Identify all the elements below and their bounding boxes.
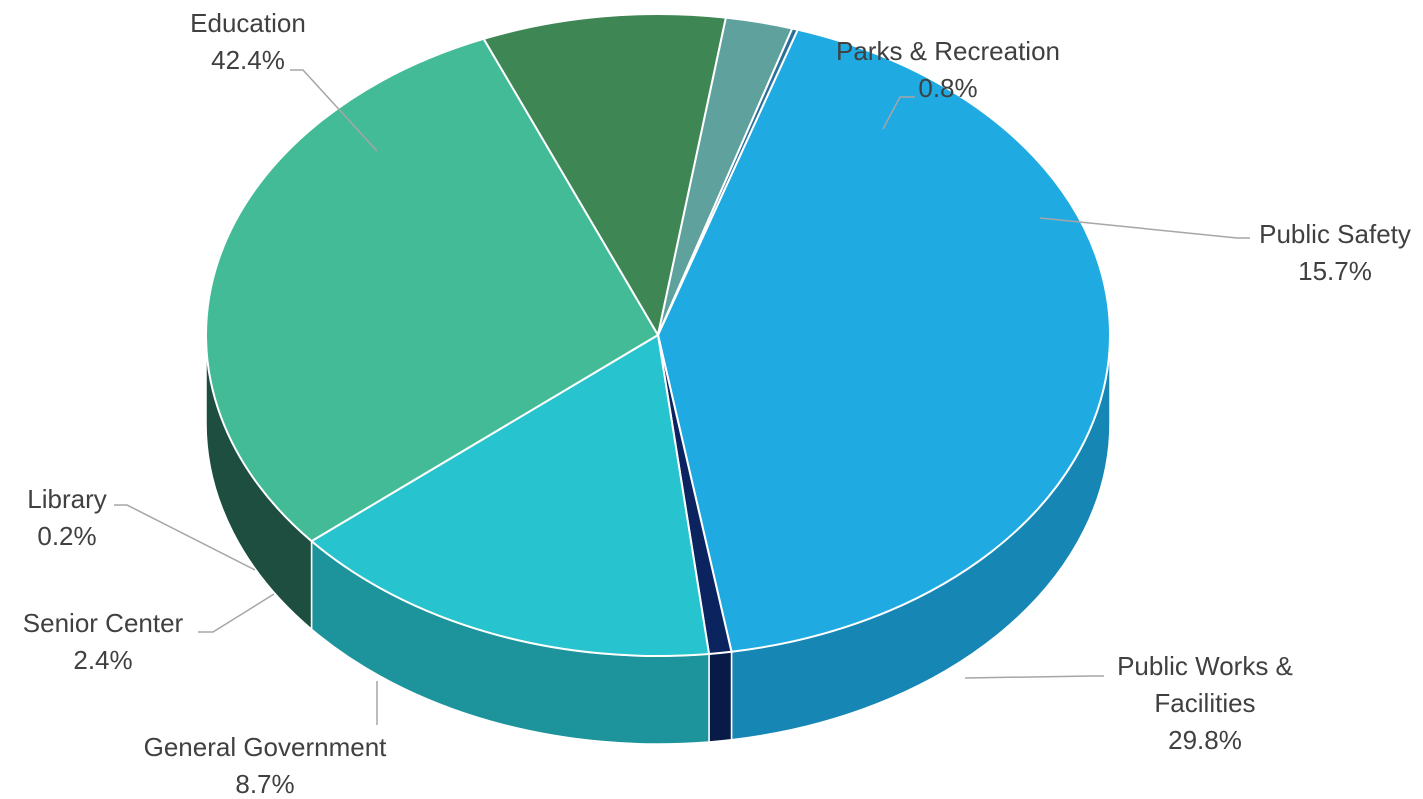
data-label-public-works-and-facilities: Public Works & Facilities 29.8% [1117, 651, 1293, 755]
data-label-value: 8.7% [235, 769, 294, 799]
data-label-category: Education [190, 8, 306, 38]
data-label-public-safety: Public Safety 15.7% [1259, 219, 1411, 286]
leader-line-public-safety [1039, 217, 1250, 239]
data-label-category: Facilities [1154, 688, 1255, 718]
slice-public-safety [310, 334, 711, 657]
pie-slices [205, 13, 1111, 657]
slice-education [657, 28, 1111, 653]
slice-general-government [482, 13, 727, 336]
slice-library [657, 27, 799, 336]
data-label-category: Public Safety [1259, 219, 1411, 249]
data-label-category: Senior Center [23, 608, 184, 638]
leader-line-education [290, 69, 378, 152]
leader-line-parks-and-recreation [882, 96, 915, 130]
data-labels: Education 42.4% Parks & Recreation 0.8% Publ… [23, 8, 1411, 799]
data-label-category: Parks & Recreation [836, 36, 1060, 66]
leader-lines [114, 69, 1250, 725]
data-label-value: 0.8% [918, 73, 977, 103]
data-label-value: 2.4% [73, 645, 132, 675]
data-label-category: Public Works & [1117, 651, 1293, 681]
data-label-value: 42.4% [211, 45, 285, 75]
data-label-value: 29.8% [1168, 725, 1242, 755]
data-label-category: General Government [144, 732, 388, 762]
pie-sides [205, 334, 1111, 745]
data-label-value: 0.2% [37, 521, 96, 551]
data-label-value: 15.7% [1298, 256, 1372, 286]
data-label-library: Library 0.2% [27, 484, 106, 551]
slice-public-works-and-facilities [205, 37, 659, 543]
leader-line-library [114, 504, 256, 571]
data-label-education: Education 42.4% [190, 8, 306, 75]
data-label-general-government: General Government 8.7% [144, 732, 388, 799]
leader-line-public-works-and-facilities [964, 675, 1104, 679]
slice-side-parks-and-recreation [708, 650, 733, 743]
data-label-category: Library [27, 484, 106, 514]
data-label-parks-and-recreation: Parks & Recreation 0.8% [836, 36, 1060, 103]
leader-line-senior-center [198, 593, 275, 633]
data-label-senior-center: Senior Center 2.4% [23, 608, 184, 675]
